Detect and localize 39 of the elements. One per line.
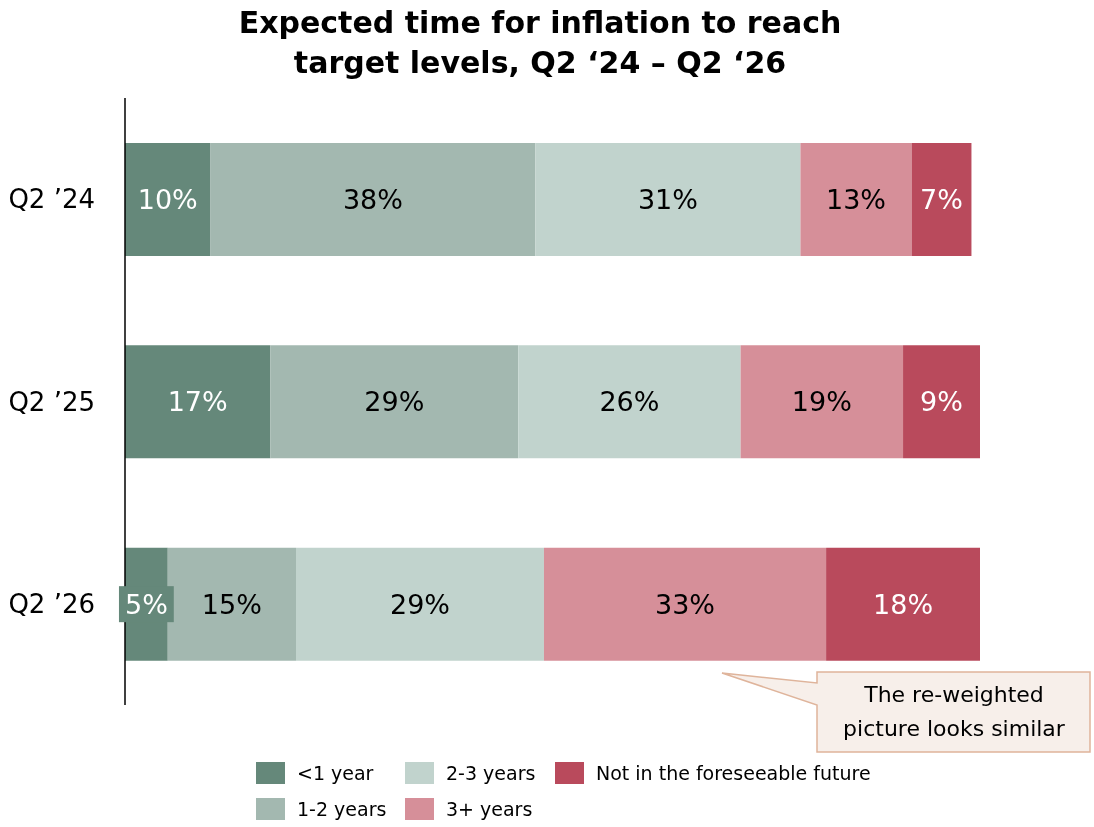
legend-label: 1-2 years [297, 798, 387, 820]
legend-label: Not in the foreseeable future [596, 762, 871, 784]
data-label: 9% [920, 386, 963, 418]
data-label: 15% [201, 588, 262, 620]
y-tick-label: Q2 ’24 [8, 184, 95, 215]
bar [125, 143, 211, 256]
bar [296, 547, 544, 661]
data-label: 26% [599, 386, 660, 418]
data-label: 18% [873, 588, 934, 620]
bar [800, 143, 912, 256]
data-label: 13% [826, 184, 887, 215]
data-label: 29% [364, 386, 425, 418]
bar [826, 547, 980, 661]
legend-label: 2-3 years [446, 762, 536, 784]
bar [210, 143, 536, 256]
chart-title: Expected time for inflation to reach target levels, Q2 ‘24 – Q2 ‘26 [237, 4, 843, 82]
bar [270, 345, 519, 459]
legend-label: <1 year [297, 762, 374, 784]
bar [543, 547, 827, 661]
data-label: 29% [389, 588, 450, 620]
data-label: 33% [655, 588, 716, 620]
bar [125, 345, 271, 459]
data-label: 10% [137, 184, 198, 215]
data-label: 31% [637, 184, 698, 215]
legend-label: 3+ years [446, 798, 533, 820]
annotation: The re-weighted picture looks similar [842, 681, 1066, 743]
y-tick-label: Q2 ’25 [8, 386, 95, 417]
y-tick-label: Q2 ’26 [8, 589, 95, 620]
bar [167, 547, 296, 661]
bar [535, 143, 801, 256]
bar [903, 345, 980, 459]
bar [518, 345, 741, 459]
data-label: 17% [167, 386, 228, 418]
bar [911, 143, 972, 256]
data-label: 38% [342, 184, 403, 215]
data-label: 19% [791, 386, 852, 418]
data-label: 5% [124, 588, 168, 620]
bar [740, 345, 904, 459]
data-label: 7% [920, 184, 963, 215]
